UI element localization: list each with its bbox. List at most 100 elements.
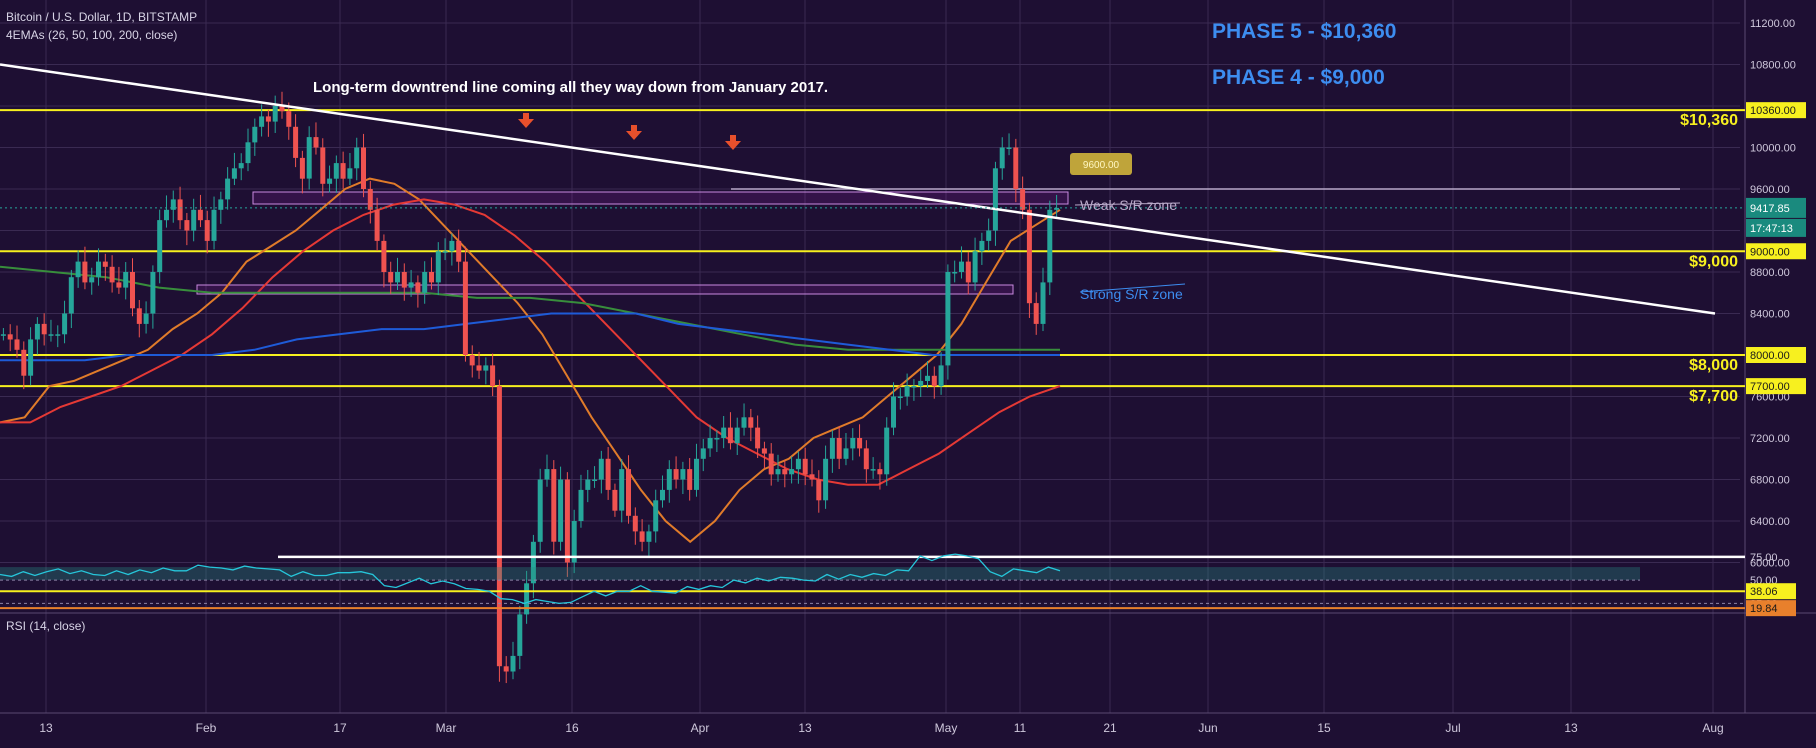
candle-body bbox=[782, 469, 788, 475]
candle-body bbox=[265, 116, 271, 122]
time-tick-label: 13 bbox=[39, 721, 53, 735]
candle-body bbox=[972, 251, 978, 283]
candle-body bbox=[374, 209, 380, 241]
candle-body bbox=[279, 106, 285, 112]
candle-body bbox=[884, 427, 890, 475]
candle-body bbox=[585, 479, 591, 490]
price-tick-label: 6800.00 bbox=[1750, 475, 1790, 487]
candle-body bbox=[632, 515, 638, 532]
candle-body bbox=[170, 199, 176, 210]
candle-body bbox=[14, 339, 20, 350]
candle-body bbox=[102, 261, 108, 267]
price-callout-text: 9600.00 bbox=[1083, 160, 1120, 171]
level-price-tag-text: 9000.00 bbox=[1750, 246, 1790, 258]
candle-body bbox=[41, 323, 47, 335]
candle-body bbox=[734, 427, 740, 444]
rsi-value-tag-text: 19.84 bbox=[1750, 603, 1778, 615]
candle-body bbox=[68, 277, 74, 314]
candle-body bbox=[544, 469, 550, 480]
time-tick-label: Feb bbox=[196, 721, 217, 735]
candle-body bbox=[741, 417, 747, 428]
time-tick-label: May bbox=[935, 721, 958, 735]
candle-body bbox=[401, 272, 407, 288]
candle-body bbox=[619, 469, 625, 511]
down-arrow-icon bbox=[518, 119, 534, 128]
support-resistance-levels bbox=[0, 109, 1745, 388]
candle-body bbox=[449, 240, 455, 252]
candle-body bbox=[204, 220, 210, 241]
candle-body bbox=[320, 147, 326, 184]
candle-body bbox=[843, 448, 849, 459]
candle-body bbox=[904, 386, 910, 397]
time-tick-label: 11 bbox=[1014, 721, 1027, 735]
candle-body bbox=[313, 137, 319, 148]
candle-body bbox=[367, 189, 373, 210]
candle-body bbox=[931, 375, 937, 387]
candle-body bbox=[558, 479, 564, 542]
level-price-tag-text: 8000.00 bbox=[1750, 350, 1790, 362]
candle-body bbox=[714, 438, 720, 440]
candle-body bbox=[721, 427, 727, 438]
candle-body bbox=[687, 469, 693, 490]
price-tick-label: 8400.00 bbox=[1750, 309, 1790, 321]
candle-body bbox=[211, 209, 217, 241]
downtrend-line bbox=[0, 63, 1716, 315]
time-tick-label: Mar bbox=[436, 721, 457, 735]
price-tick-label: 10000.00 bbox=[1750, 143, 1796, 155]
candle-body bbox=[952, 272, 958, 274]
candle-body bbox=[231, 168, 237, 179]
candle-body bbox=[469, 355, 475, 366]
candle-body bbox=[1013, 147, 1019, 189]
candle-body bbox=[1026, 209, 1032, 304]
candle-body bbox=[850, 438, 856, 449]
candle-body bbox=[252, 126, 258, 143]
candle-body bbox=[75, 261, 81, 278]
phase-4-label: PHASE 4 - $9,000 bbox=[1212, 66, 1385, 89]
indicator-legend: 4EMAs (26, 50, 100, 200, close) bbox=[6, 28, 177, 42]
candle-body bbox=[680, 469, 686, 480]
candle-body bbox=[429, 272, 434, 283]
candle-body bbox=[361, 147, 366, 189]
candle-body bbox=[925, 375, 930, 381]
candle-body bbox=[21, 349, 27, 376]
countdown-tag bbox=[1746, 218, 1806, 237]
time-tick-label: Jun bbox=[1198, 721, 1217, 735]
level-price-tag-text: 10360.00 bbox=[1750, 105, 1796, 117]
candle-body bbox=[238, 163, 244, 169]
candle-body bbox=[503, 666, 509, 672]
candle-body bbox=[802, 458, 808, 475]
candle-body bbox=[517, 614, 523, 656]
rsi-band bbox=[0, 567, 1640, 581]
candle-body bbox=[293, 126, 299, 158]
symbol-title: Bitcoin / U.S. Dollar, 1D, BITSTAMP bbox=[6, 10, 197, 24]
time-tick-label: 13 bbox=[1564, 721, 1578, 735]
candle-body bbox=[388, 272, 394, 283]
candle-body bbox=[999, 147, 1005, 169]
time-tick-label: 21 bbox=[1103, 721, 1117, 735]
down-arrow-icon bbox=[626, 131, 642, 140]
time-axis[interactable]: 13 Feb 17 Mar 16 Apr 13 May 11 21 Jun 15 Jul 13 Aug bbox=[39, 721, 1723, 735]
price-axis[interactable]: 11200.00 10800.00 10360.00 10000.00 9600.00 9… bbox=[1680, 18, 1806, 617]
candle-body bbox=[870, 469, 876, 471]
level-label: $10,360 bbox=[1680, 112, 1738, 129]
candle-body bbox=[408, 282, 414, 288]
rsi-title: RSI (14, close) bbox=[6, 619, 85, 633]
candle-body bbox=[395, 272, 400, 283]
candle-body bbox=[490, 365, 496, 387]
candle-body bbox=[157, 220, 163, 272]
candle-body bbox=[286, 111, 292, 127]
candle-body bbox=[1006, 147, 1012, 149]
price-tick-label: 11200.00 bbox=[1750, 18, 1795, 30]
candle-body bbox=[626, 469, 631, 516]
candle-body bbox=[306, 137, 312, 179]
candle-body bbox=[435, 251, 441, 283]
candle-body bbox=[415, 282, 421, 293]
candle-body bbox=[959, 261, 964, 272]
candle-body bbox=[530, 541, 536, 584]
candle-body bbox=[123, 272, 129, 288]
rsi-tick-label: 75.00 bbox=[1750, 552, 1778, 564]
candle-body bbox=[1047, 209, 1053, 283]
